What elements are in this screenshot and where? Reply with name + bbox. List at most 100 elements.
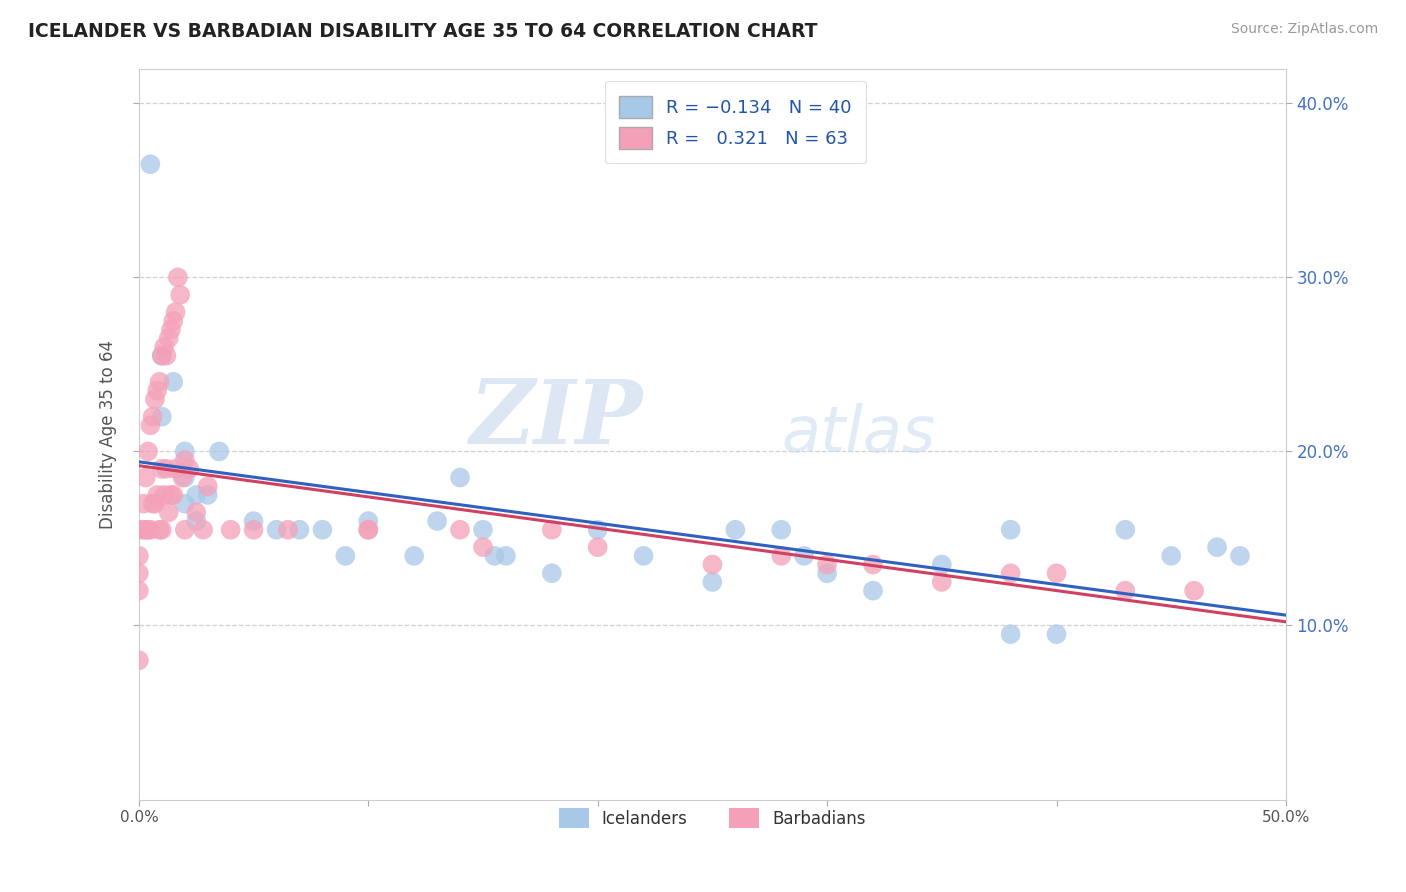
Point bbox=[142, 409, 165, 424]
Point bbox=[266, 523, 288, 537]
Point bbox=[484, 549, 506, 563]
Point bbox=[449, 523, 471, 537]
Point bbox=[150, 349, 173, 363]
Point bbox=[157, 505, 180, 519]
Point bbox=[197, 488, 219, 502]
Text: Source: ZipAtlas.com: Source: ZipAtlas.com bbox=[1230, 22, 1378, 37]
Point bbox=[155, 349, 177, 363]
Point bbox=[335, 549, 357, 563]
Point bbox=[128, 653, 150, 667]
Point bbox=[186, 488, 208, 502]
Text: ZIP: ZIP bbox=[470, 376, 644, 463]
Point bbox=[135, 470, 157, 484]
Point bbox=[357, 514, 380, 528]
Point bbox=[139, 418, 162, 433]
Point bbox=[1229, 549, 1251, 563]
Point bbox=[148, 523, 170, 537]
Point bbox=[172, 470, 194, 484]
Point bbox=[148, 375, 170, 389]
Point bbox=[162, 314, 184, 328]
Point bbox=[173, 453, 195, 467]
Point bbox=[770, 523, 793, 537]
Point bbox=[540, 523, 562, 537]
Point bbox=[586, 540, 609, 554]
Point bbox=[219, 523, 242, 537]
Point bbox=[357, 523, 380, 537]
Point bbox=[1114, 523, 1136, 537]
Point bbox=[702, 574, 724, 589]
Point bbox=[815, 566, 838, 581]
Point bbox=[540, 566, 562, 581]
Point bbox=[146, 384, 169, 398]
Point bbox=[173, 470, 195, 484]
Point bbox=[150, 349, 173, 363]
Point bbox=[242, 514, 264, 528]
Point bbox=[173, 523, 195, 537]
Point bbox=[770, 549, 793, 563]
Point bbox=[162, 488, 184, 502]
Point bbox=[242, 523, 264, 537]
Point bbox=[426, 514, 449, 528]
Point bbox=[132, 523, 155, 537]
Point bbox=[495, 549, 517, 563]
Legend: Icelanders, Barbadians: Icelanders, Barbadians bbox=[553, 801, 873, 835]
Point bbox=[1114, 583, 1136, 598]
Point bbox=[128, 523, 150, 537]
Point bbox=[1206, 540, 1229, 554]
Point bbox=[1045, 566, 1067, 581]
Y-axis label: Disability Age 35 to 64: Disability Age 35 to 64 bbox=[100, 340, 117, 529]
Point bbox=[1000, 566, 1022, 581]
Point bbox=[162, 375, 184, 389]
Point bbox=[208, 444, 231, 458]
Point bbox=[311, 523, 333, 537]
Point bbox=[815, 558, 838, 572]
Point bbox=[793, 549, 815, 563]
Point bbox=[931, 558, 953, 572]
Point bbox=[931, 574, 953, 589]
Point bbox=[139, 157, 162, 171]
Point bbox=[153, 488, 176, 502]
Point bbox=[160, 488, 183, 502]
Point bbox=[143, 392, 166, 407]
Point bbox=[179, 462, 201, 476]
Point bbox=[586, 523, 609, 537]
Point bbox=[142, 497, 165, 511]
Point bbox=[449, 470, 471, 484]
Point bbox=[153, 340, 176, 354]
Point bbox=[136, 444, 159, 458]
Point bbox=[132, 497, 155, 511]
Point bbox=[139, 523, 162, 537]
Point bbox=[191, 523, 214, 537]
Point bbox=[1182, 583, 1205, 598]
Point bbox=[155, 462, 177, 476]
Point bbox=[633, 549, 655, 563]
Point bbox=[472, 523, 495, 537]
Point bbox=[143, 497, 166, 511]
Point bbox=[165, 305, 187, 319]
Point bbox=[136, 523, 159, 537]
Point bbox=[862, 583, 884, 598]
Point bbox=[128, 549, 150, 563]
Point bbox=[197, 479, 219, 493]
Point bbox=[277, 523, 299, 537]
Point bbox=[169, 287, 191, 301]
Point bbox=[357, 523, 380, 537]
Point bbox=[1045, 627, 1067, 641]
Text: atlas: atlas bbox=[782, 403, 935, 465]
Point bbox=[128, 566, 150, 581]
Point bbox=[1000, 523, 1022, 537]
Point bbox=[288, 523, 311, 537]
Point bbox=[472, 540, 495, 554]
Point bbox=[146, 488, 169, 502]
Point bbox=[173, 497, 195, 511]
Point bbox=[862, 558, 884, 572]
Point bbox=[167, 270, 190, 285]
Text: ICELANDER VS BARBADIAN DISABILITY AGE 35 TO 64 CORRELATION CHART: ICELANDER VS BARBADIAN DISABILITY AGE 35… bbox=[28, 22, 818, 41]
Point bbox=[128, 583, 150, 598]
Point bbox=[135, 523, 157, 537]
Point bbox=[157, 331, 180, 345]
Point bbox=[150, 523, 173, 537]
Point bbox=[1000, 627, 1022, 641]
Point bbox=[150, 462, 173, 476]
Point bbox=[173, 444, 195, 458]
